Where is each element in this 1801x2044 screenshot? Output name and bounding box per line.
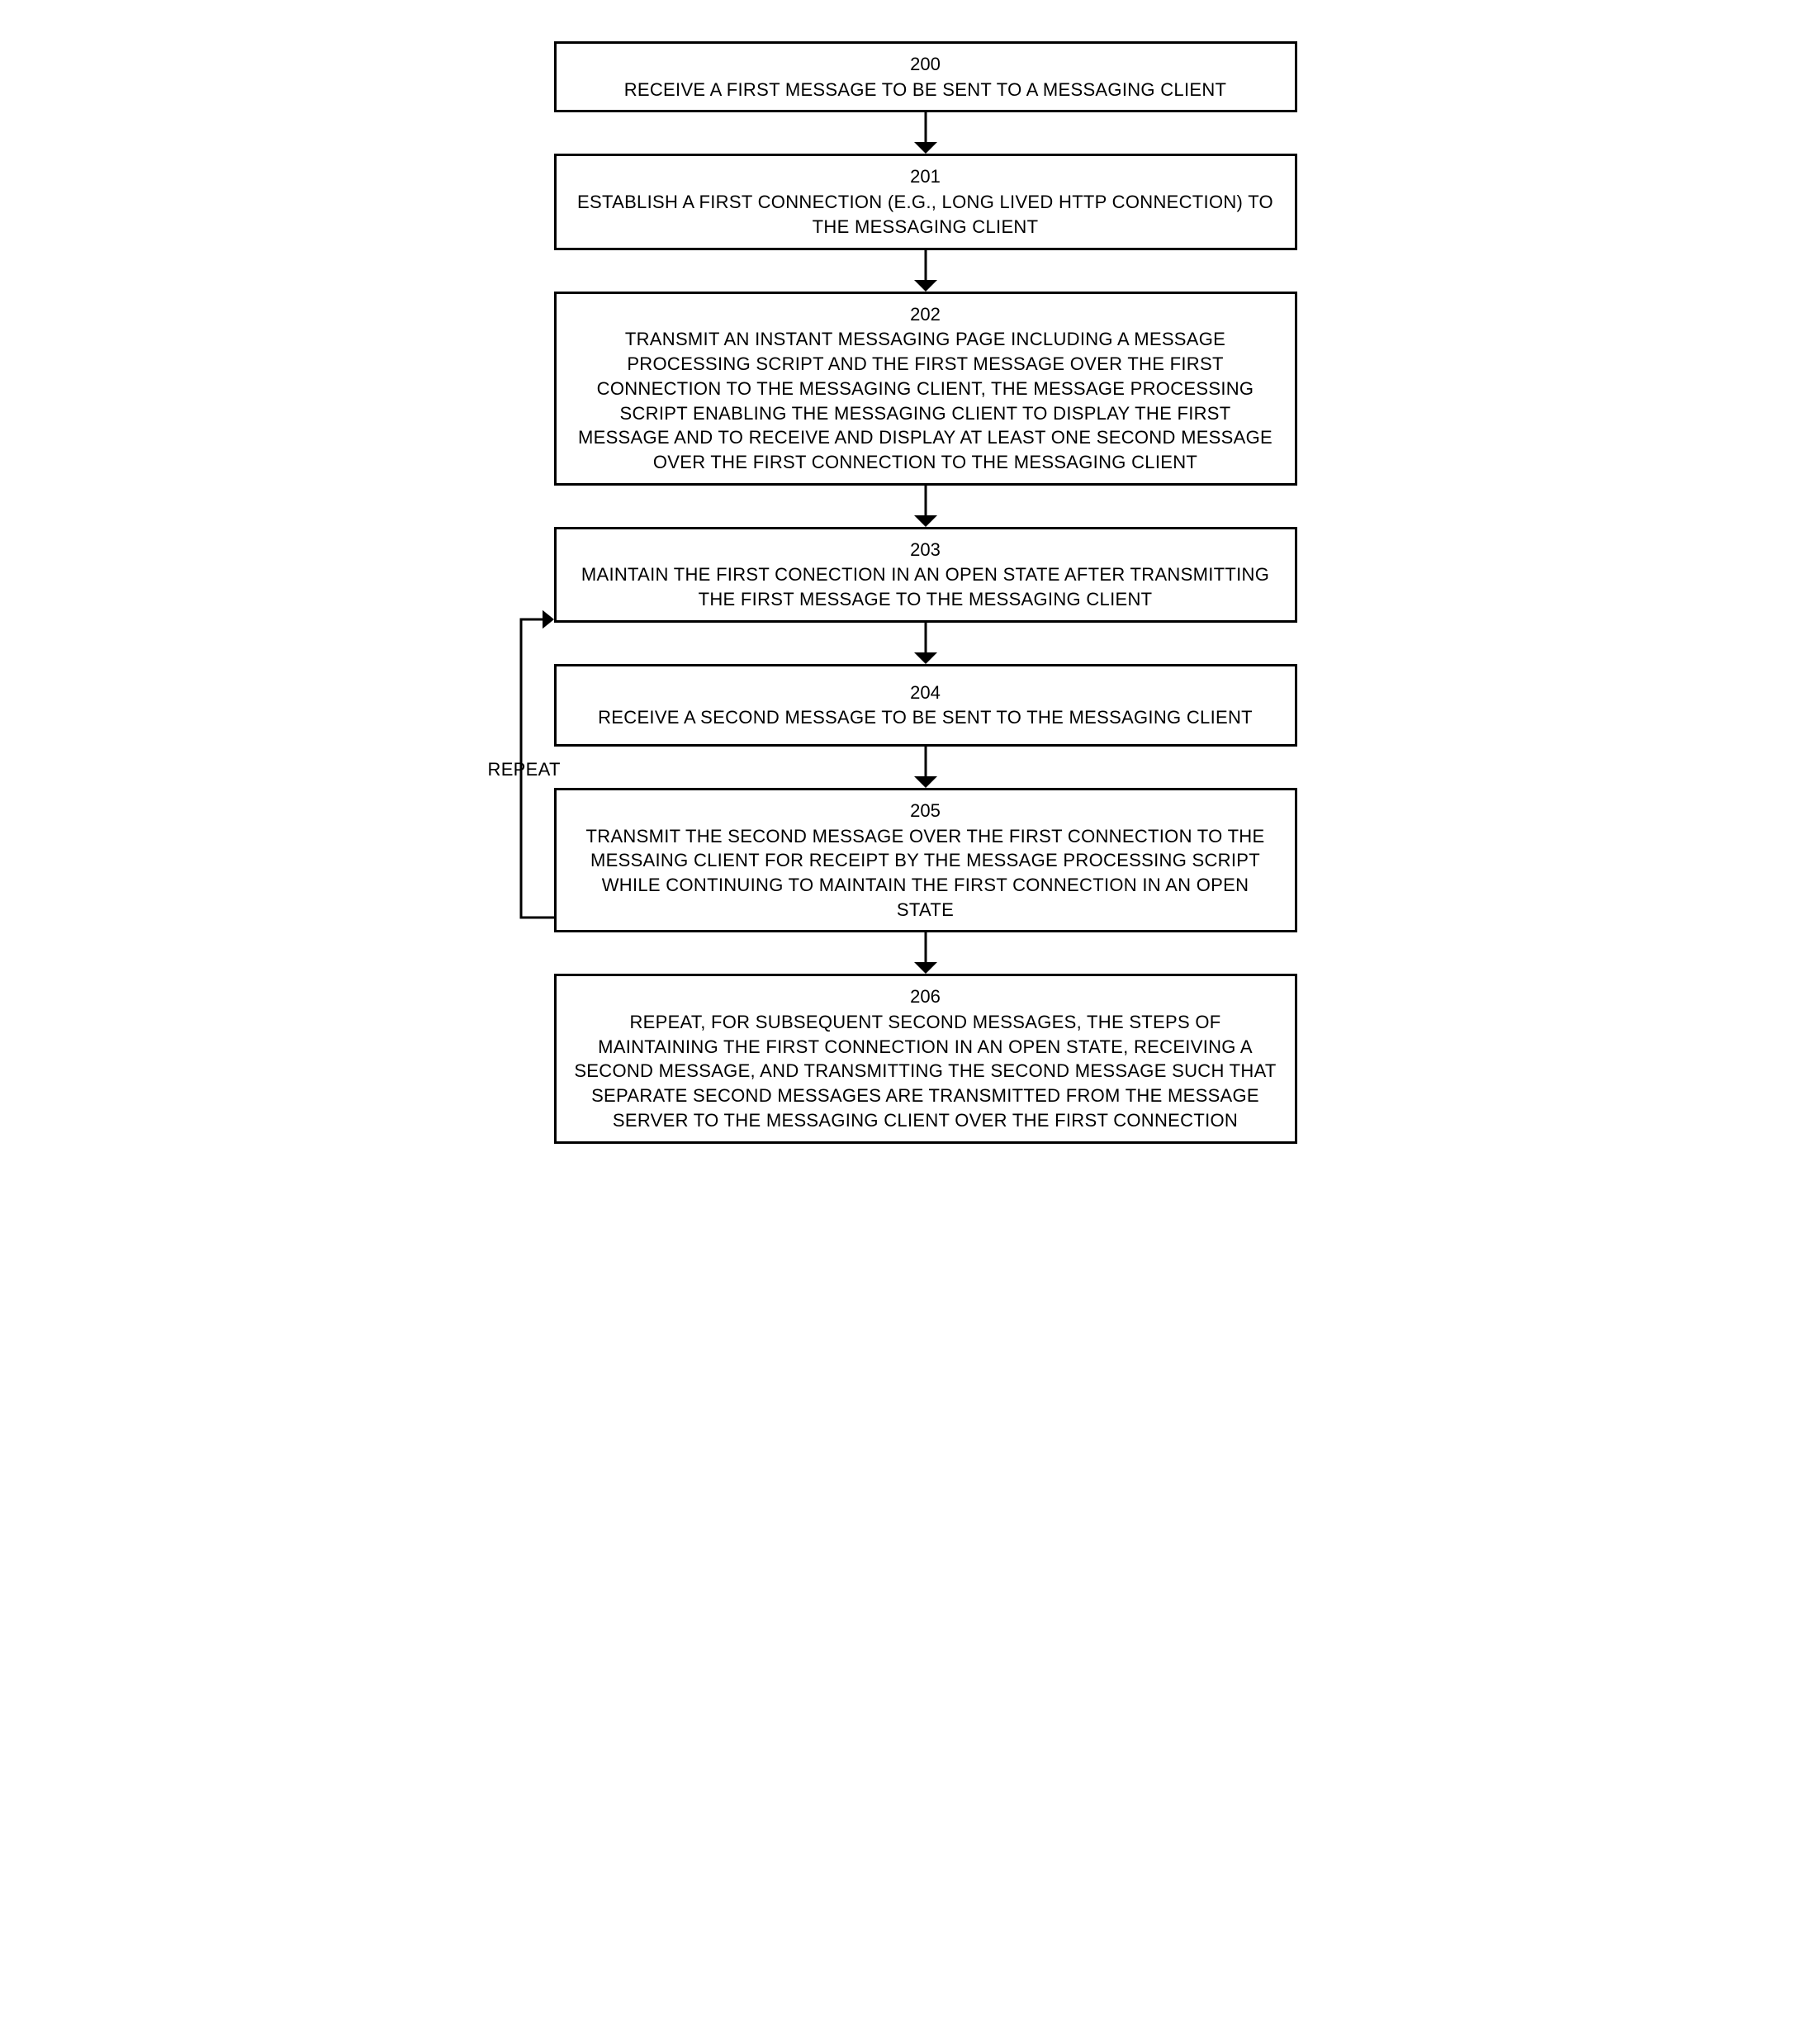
arrow-down	[554, 932, 1297, 974]
arrow-down	[554, 747, 1297, 788]
arrow-down	[554, 112, 1297, 154]
node-number: 205	[573, 799, 1278, 824]
flow-node-202: 202TRANSMIT AN INSTANT MESSAGING PAGE IN…	[554, 292, 1297, 486]
flow-node-203: 203MAINTAIN THE FIRST CONECTION IN AN OP…	[554, 527, 1297, 623]
arrow-down	[554, 486, 1297, 527]
node-text: TRANSMIT THE SECOND MESSAGE OVER THE FIR…	[573, 824, 1278, 922]
node-number: 202	[573, 302, 1278, 328]
node-text: RECEIVE A FIRST MESSAGE TO BE SENT TO A …	[573, 78, 1278, 102]
flow-node-206: 206REPEAT, FOR SUBSEQUENT SECOND MESSAGE…	[554, 974, 1297, 1143]
node-text: TRANSMIT AN INSTANT MESSAGING PAGE INCLU…	[573, 327, 1278, 474]
node-number: 200	[573, 52, 1278, 78]
flow-node-205: 205TRANSMIT THE SECOND MESSAGE OVER THE …	[554, 788, 1297, 933]
flow-node-200: 200RECEIVE A FIRST MESSAGE TO BE SENT TO…	[554, 41, 1297, 112]
node-number: 203	[573, 538, 1278, 563]
node-text: MAINTAIN THE FIRST CONECTION IN AN OPEN …	[573, 562, 1278, 611]
node-text: REPEAT, FOR SUBSEQUENT SECOND MESSAGES, …	[573, 1010, 1278, 1132]
flow-node-201: 201ESTABLISH A FIRST CONNECTION (E.G., L…	[554, 154, 1297, 249]
arrow-down	[554, 250, 1297, 292]
node-number: 201	[573, 164, 1278, 190]
repeat-label: REPEAT	[488, 759, 561, 780]
repeat-loop-path	[488, 41, 562, 1008]
node-number: 204	[573, 681, 1278, 706]
node-text: ESTABLISH A FIRST CONNECTION (E.G., LONG…	[573, 190, 1278, 239]
node-text: RECEIVE A SECOND MESSAGE TO BE SENT TO T…	[573, 705, 1278, 730]
flow-node-204: 204RECEIVE A SECOND MESSAGE TO BE SENT T…	[554, 664, 1297, 747]
flowchart-container: 200RECEIVE A FIRST MESSAGE TO BE SENT TO…	[488, 41, 1314, 1144]
node-number: 206	[573, 984, 1278, 1010]
arrow-down	[554, 623, 1297, 664]
